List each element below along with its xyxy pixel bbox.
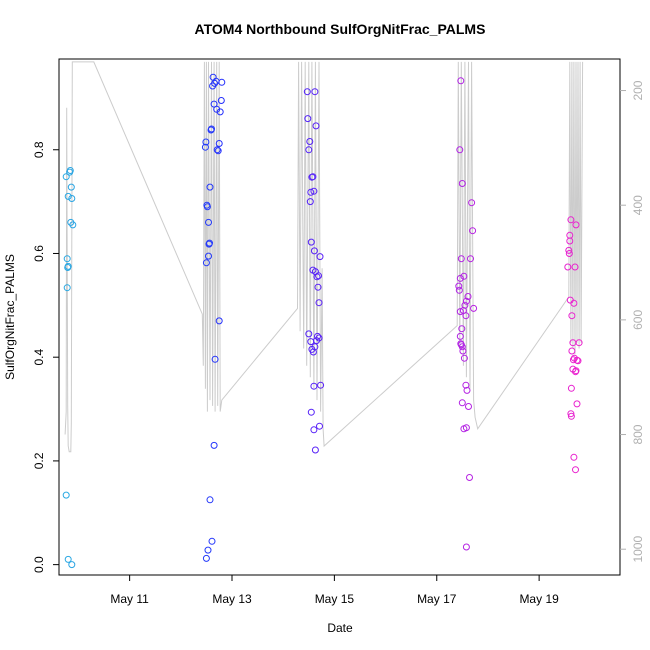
data-point bbox=[203, 260, 209, 266]
data-point bbox=[573, 222, 579, 228]
data-point bbox=[211, 442, 217, 448]
data-point bbox=[466, 404, 472, 410]
data-point bbox=[209, 538, 215, 544]
data-point bbox=[68, 184, 74, 190]
data-point bbox=[308, 409, 314, 415]
data-point bbox=[471, 305, 477, 311]
altitude-track-layer bbox=[65, 62, 583, 452]
x-axis-label: Date bbox=[327, 621, 353, 635]
y-axis: 0.0 0.2 0.4 0.6 0.8 bbox=[32, 141, 59, 573]
right-y-tick-label: 400 bbox=[631, 195, 645, 215]
data-point bbox=[205, 547, 211, 553]
x-tick-label: May 15 bbox=[315, 592, 355, 606]
y-tick-label: 0.0 bbox=[32, 556, 46, 573]
data-point bbox=[69, 562, 75, 568]
x-tick-label: May 17 bbox=[417, 592, 457, 606]
y-tick-label: 0.2 bbox=[32, 452, 46, 469]
x-axis: May 11 May 13 May 15 May 17 May 19 bbox=[110, 575, 559, 606]
data-point bbox=[317, 423, 323, 429]
right-y-tick-label: 800 bbox=[631, 424, 645, 444]
chart-title: ATOM4 Northbound SulfOrgNitFrac_PALMS bbox=[195, 21, 486, 37]
y-tick-label: 0.4 bbox=[32, 349, 46, 366]
data-point bbox=[459, 400, 465, 406]
data-point bbox=[573, 467, 579, 473]
data-point bbox=[571, 300, 577, 306]
x-tick-label: May 13 bbox=[212, 592, 252, 606]
data-point bbox=[571, 454, 577, 460]
data-point bbox=[203, 555, 209, 561]
y-axis-label: SulfOrgNitFrac_PALMS bbox=[3, 254, 17, 380]
data-point bbox=[463, 544, 469, 550]
data-point bbox=[567, 238, 573, 244]
data-point bbox=[312, 447, 318, 453]
data-point bbox=[207, 497, 213, 503]
right-y-tick-label: 1000 bbox=[631, 536, 645, 563]
data-point bbox=[568, 385, 574, 391]
data-point bbox=[565, 264, 571, 270]
data-point bbox=[569, 313, 575, 319]
right-y-axis: 200 400 600 800 1000 bbox=[620, 80, 645, 562]
right-y-tick-label: 200 bbox=[631, 80, 645, 100]
y-tick-label: 0.6 bbox=[32, 245, 46, 262]
x-tick-label: May 19 bbox=[519, 592, 559, 606]
plot-frame bbox=[59, 59, 620, 575]
y-tick-label: 0.8 bbox=[32, 141, 46, 158]
x-tick-label: May 11 bbox=[110, 592, 149, 606]
altitude-track-line bbox=[65, 62, 583, 452]
data-point bbox=[63, 492, 69, 498]
data-point bbox=[311, 427, 317, 433]
data-point bbox=[567, 232, 573, 238]
right-y-tick-label: 600 bbox=[631, 310, 645, 330]
data-point bbox=[467, 475, 473, 481]
data-point bbox=[569, 348, 575, 354]
data-point bbox=[574, 401, 580, 407]
